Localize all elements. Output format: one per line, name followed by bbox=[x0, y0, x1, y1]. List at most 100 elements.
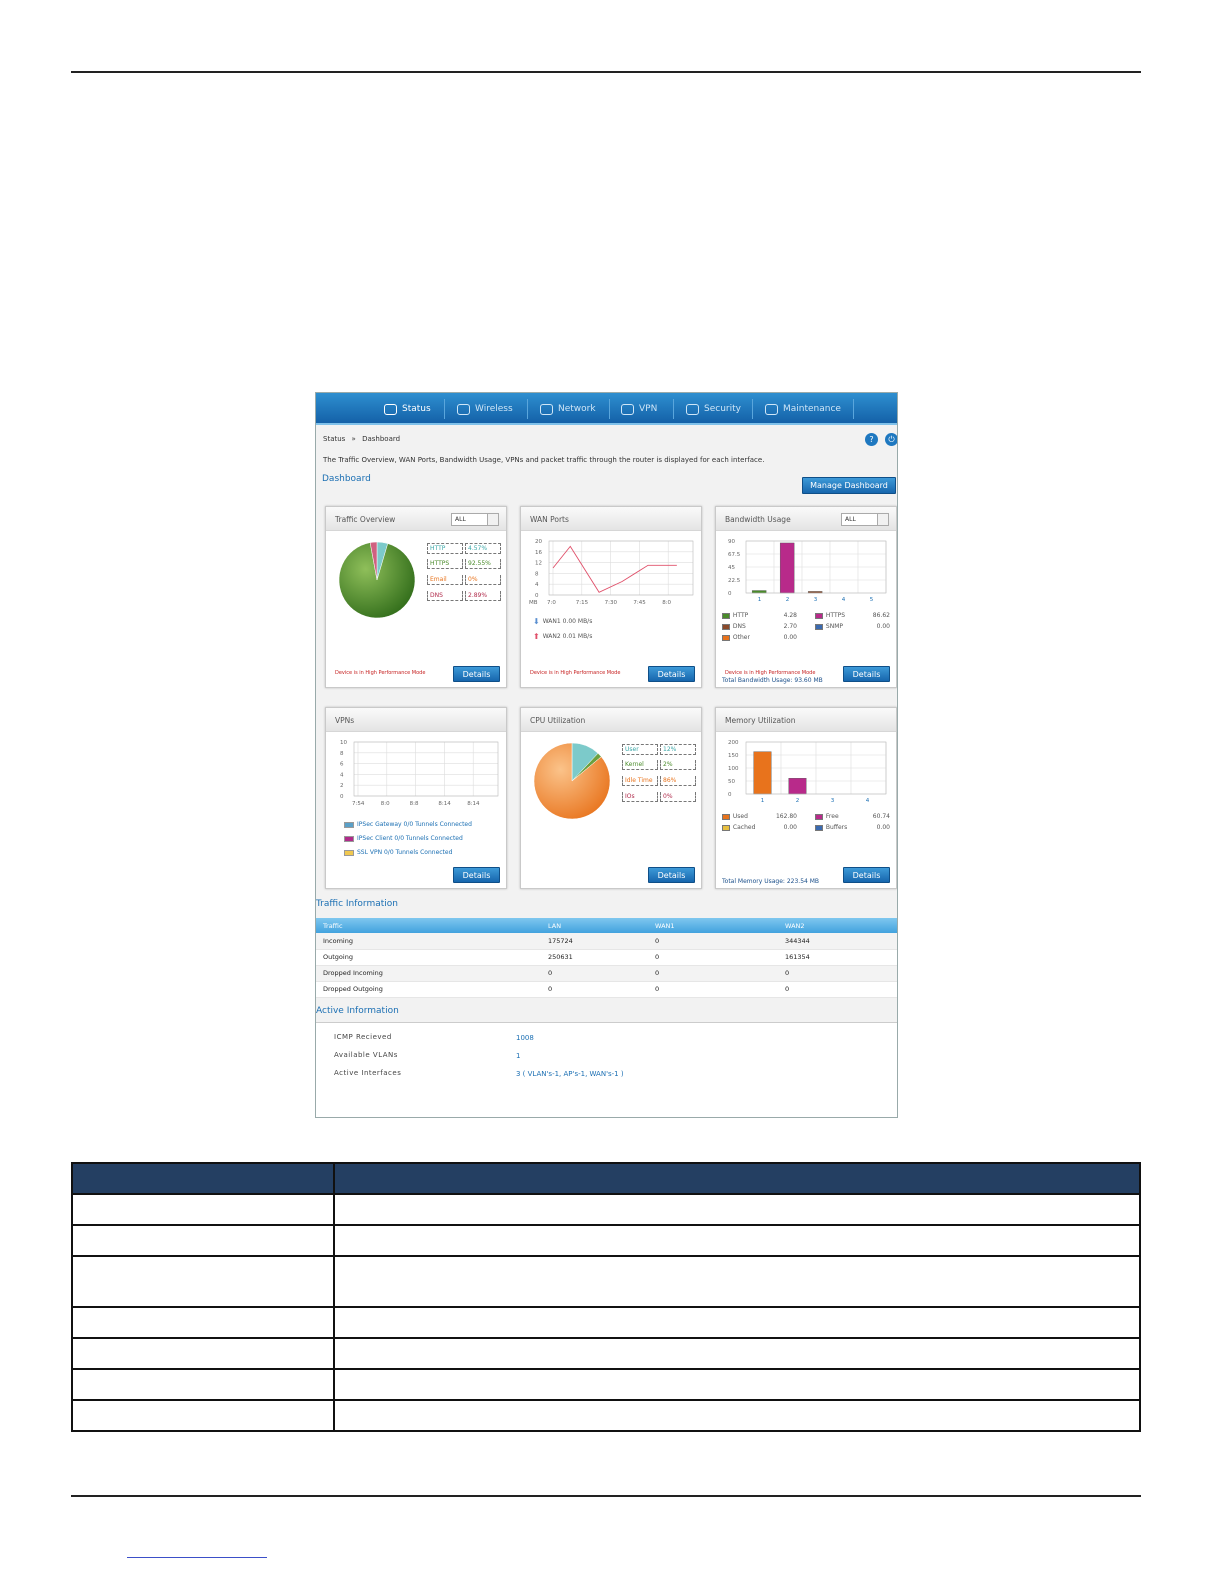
lock-icon bbox=[686, 403, 699, 415]
table-cell: 0 bbox=[778, 981, 897, 998]
x-tick-label: 7:54 bbox=[352, 801, 365, 807]
x-tick-label: 3 bbox=[831, 798, 835, 804]
details-button[interactable]: Details bbox=[453, 666, 500, 682]
active-info-box: ICMP Recieved 1008 Available VLANs 1 Act… bbox=[316, 1022, 897, 1117]
details-button[interactable]: Details bbox=[453, 867, 500, 883]
bandwidth-usage-panel: Bandwidth Usage ALL 0 22.5 45 67.5 90 1 2 3 4 5 H… bbox=[715, 506, 897, 688]
details-button[interactable]: Details bbox=[648, 666, 695, 682]
tab-wireless[interactable]: Wireless bbox=[457, 393, 513, 425]
y-tick-label: 200 bbox=[728, 740, 739, 746]
breadcrumb-separator: » bbox=[351, 435, 356, 443]
legend-swatch bbox=[722, 623, 730, 630]
table-cell: 0 bbox=[648, 981, 778, 998]
traffic-info-title: Traffic Information bbox=[316, 899, 398, 909]
panel-title: VPNs bbox=[335, 716, 355, 725]
legend-value: 92.55% bbox=[465, 559, 501, 569]
y-tick-label: 45 bbox=[728, 565, 735, 571]
table-cell bbox=[71, 1368, 335, 1401]
legend-swatch bbox=[722, 813, 730, 820]
wan-ports-panel: WAN Ports 0 4 8 12 16 20 7:0 7:15 7:30 7:45 8:0 MB … bbox=[520, 506, 702, 688]
panel-header bbox=[326, 708, 506, 732]
y-tick-label: 16 bbox=[535, 550, 542, 556]
panel-title: Traffic Overview bbox=[335, 515, 396, 524]
legend-value: 12% bbox=[660, 744, 696, 755]
table-header-cell bbox=[333, 1162, 1141, 1195]
tab-maintenance[interactable]: Maintenance bbox=[765, 393, 841, 425]
plot-area bbox=[353, 741, 499, 797]
series-line bbox=[552, 545, 677, 593]
logout-icon[interactable]: ⏻ bbox=[885, 433, 897, 446]
mode-note: Device is in High Performance Mode bbox=[335, 670, 426, 676]
vpn-line-chart: 0 2 4 6 8 10 7:54 8:0 8:8 8:14 8:14 bbox=[340, 740, 499, 807]
y-tick-label: 10 bbox=[340, 740, 347, 746]
tab-security[interactable]: Security bbox=[686, 393, 741, 425]
x-tick-label: 1 bbox=[761, 798, 765, 804]
x-tick-label: 7:30 bbox=[605, 600, 618, 606]
legend-swatch bbox=[344, 835, 354, 842]
legend-label: Buffers bbox=[825, 824, 848, 831]
legend-value: 2% bbox=[660, 760, 696, 770]
tab-separator bbox=[527, 399, 528, 419]
panel-header bbox=[716, 708, 896, 732]
y-tick-label: 8 bbox=[535, 571, 539, 577]
legend-value: 0.00 bbox=[783, 634, 797, 641]
column-header: WAN2 bbox=[778, 918, 897, 933]
legend-item: IPSec Client 0/0 Tunnels Connected bbox=[344, 835, 463, 842]
legend-swatch bbox=[815, 813, 823, 820]
table-cell: 0 bbox=[648, 933, 778, 950]
x-tick-label: 1 bbox=[758, 597, 762, 603]
table-cell bbox=[71, 1193, 335, 1226]
legend-label: DNS bbox=[732, 623, 746, 630]
y-tick-label: 6 bbox=[340, 762, 344, 768]
legend-label: Other bbox=[732, 634, 750, 641]
panel-header bbox=[521, 507, 701, 531]
details-button[interactable]: Details bbox=[648, 867, 695, 883]
gear-icon bbox=[765, 403, 778, 415]
table-cell bbox=[71, 1224, 335, 1257]
vlans-value: 1 bbox=[516, 1052, 521, 1060]
table-cell bbox=[333, 1337, 1141, 1370]
legend-value: 0.00 bbox=[876, 824, 890, 831]
y-tick-label: 8 bbox=[340, 751, 344, 757]
page-description: The Traffic Overview, WAN Ports, Bandwid… bbox=[323, 456, 765, 464]
legend-value: 0% bbox=[465, 575, 501, 585]
breadcrumb-dashboard: Dashboard bbox=[362, 435, 401, 443]
table-cell bbox=[333, 1399, 1141, 1432]
manage-dashboard-button[interactable]: Manage Dashboard bbox=[802, 477, 896, 494]
legend-label: DNS bbox=[427, 591, 463, 601]
legend-label: IOs bbox=[622, 792, 658, 802]
legend-item: SSL VPN 0/0 Tunnels Connected bbox=[344, 849, 452, 856]
table-cell bbox=[71, 1399, 335, 1432]
tab-separator bbox=[444, 399, 445, 419]
dashboard-title: Dashboard bbox=[322, 474, 371, 484]
pie-slice bbox=[533, 742, 611, 820]
table-row bbox=[71, 1224, 1141, 1257]
plot-area bbox=[548, 540, 694, 596]
arrow-up-icon: ⬆ bbox=[533, 632, 540, 641]
y-tick-label: 100 bbox=[728, 766, 739, 772]
x-tick-label: 8:8 bbox=[410, 801, 419, 807]
breadcrumb: Status » Dashboard bbox=[323, 435, 400, 443]
y-tick-label: 0 bbox=[535, 593, 539, 599]
icmp-label: ICMP Recieved bbox=[334, 1033, 392, 1041]
table-cell: Outgoing bbox=[316, 949, 541, 966]
help-icon[interactable]: ? bbox=[865, 433, 878, 446]
table-row: Incoming 175724 0 344344 bbox=[316, 933, 897, 950]
legend-value: 4.28 bbox=[783, 612, 797, 619]
cpu-utilization-panel: CPU Utilization User 12% Kernel 2% Idle Time… bbox=[520, 707, 702, 889]
legend-swatch bbox=[815, 612, 823, 619]
traffic-pie-chart bbox=[338, 541, 416, 619]
traffic-filter-select[interactable]: ALL bbox=[451, 513, 499, 526]
tab-network[interactable]: Network bbox=[540, 393, 596, 425]
tab-status[interactable]: Status bbox=[384, 393, 431, 425]
table-row: Dropped Incoming 0 0 0 bbox=[316, 965, 897, 982]
tab-vpn[interactable]: VPN bbox=[621, 393, 657, 425]
details-button[interactable]: Details bbox=[843, 666, 890, 682]
bandwidth-filter-select[interactable]: ALL bbox=[841, 513, 889, 526]
details-button[interactable]: Details bbox=[843, 867, 890, 883]
footer-link-underline[interactable] bbox=[127, 1557, 267, 1558]
breadcrumb-status[interactable]: Status bbox=[323, 435, 346, 443]
legend-label: User bbox=[622, 744, 658, 755]
legend-label: IPSec Gateway 0/0 Tunnels Connected bbox=[357, 821, 472, 828]
